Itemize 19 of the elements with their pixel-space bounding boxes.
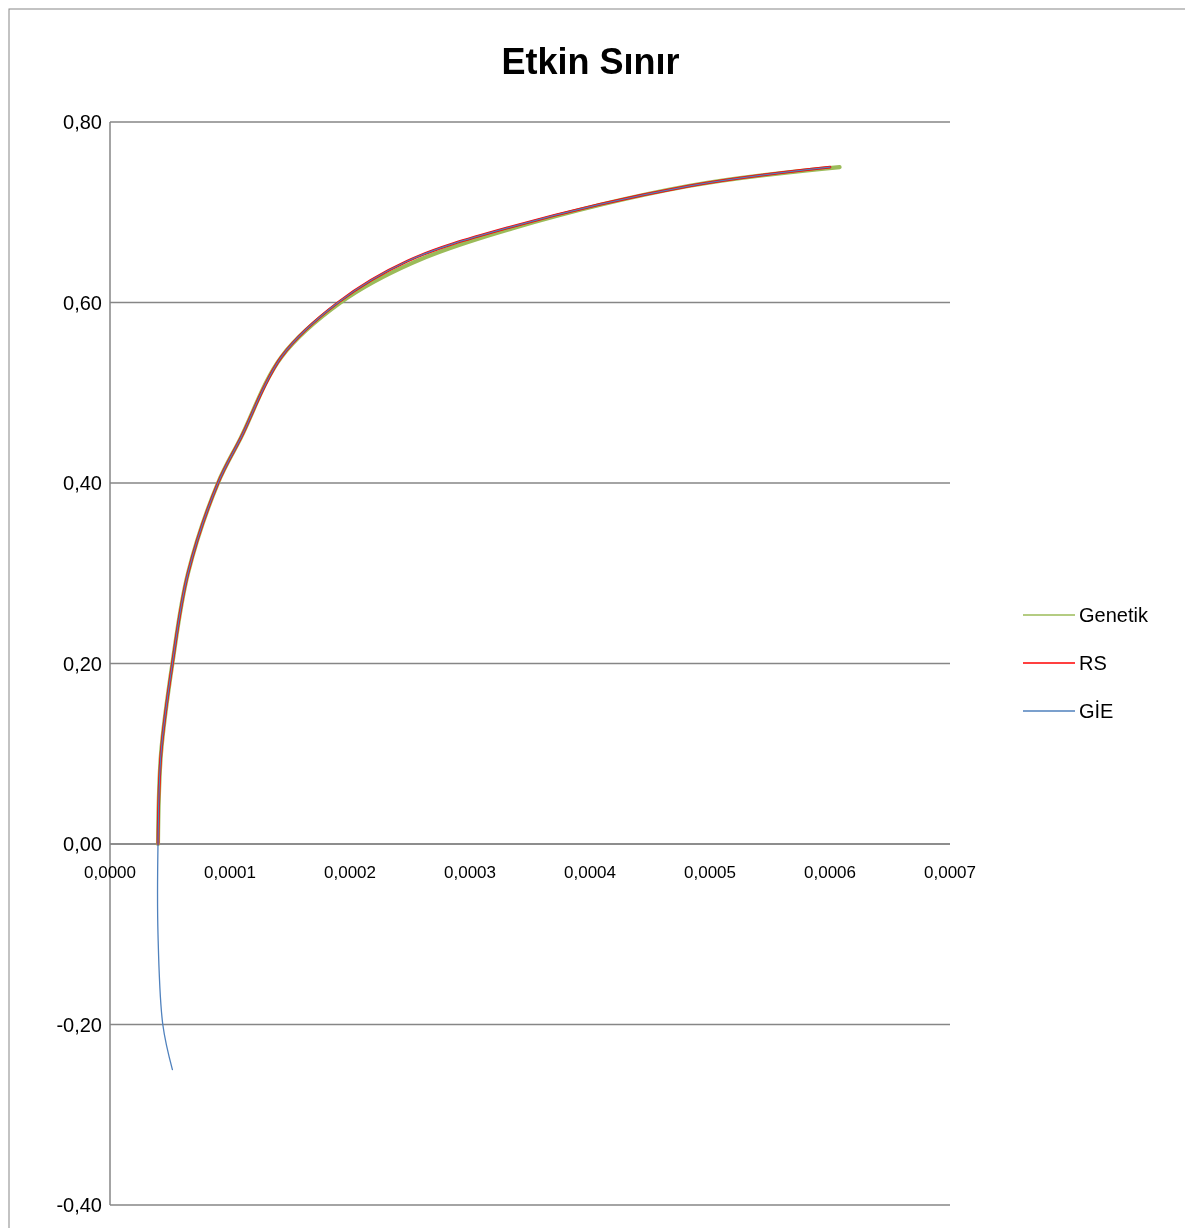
legend-label: RS [1079,652,1107,674]
x-tick-label: 0,0006 [804,863,856,882]
x-tick-label: 0,0005 [684,863,736,882]
x-tick-label: 0,0000 [84,863,136,882]
x-tick-label: 0,0001 [204,863,256,882]
chart-title: Etkin Sınır [501,41,680,82]
y-tick-label: 0,60 [63,291,102,314]
y-tick-label: 0,40 [63,472,102,494]
legend-label: Genetik [1079,604,1149,626]
x-tick-label: 0,0002 [324,863,376,882]
legend-label: GİE [1079,700,1114,722]
y-tick-label: 0,00 [63,833,102,855]
y-tick-label: 0,20 [63,652,102,675]
x-tick-label: 0,0004 [564,863,616,882]
y-tick-label: -0,20 [56,1013,102,1036]
x-tick-label: 0,0007 [924,863,976,882]
x-tick-label: 0,0003 [444,863,496,882]
y-tick-label: -0,40 [56,1194,102,1216]
y-tick-label: 0,80 [63,111,102,133]
